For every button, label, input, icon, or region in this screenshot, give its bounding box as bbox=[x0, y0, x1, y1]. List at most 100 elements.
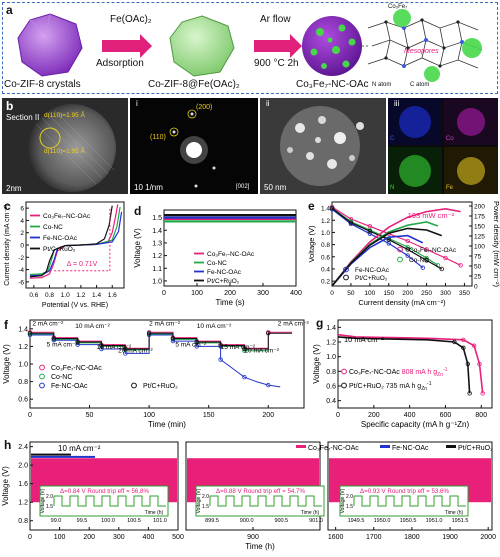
chart-h-xtick-label: 1900 bbox=[442, 534, 458, 541]
arrow-2-shape bbox=[254, 34, 302, 58]
map-c-label: C bbox=[390, 136, 395, 142]
chart-h-xtick-label: 200 bbox=[83, 534, 95, 541]
chart-e-voltage-point bbox=[439, 266, 444, 272]
chart-e-xtick-label: 200 bbox=[402, 290, 413, 297]
d-spacing-1: d(110)=1.95 Å bbox=[44, 112, 85, 119]
chart-c-xtick-label: 1.0 bbox=[61, 292, 70, 299]
panel-label-c: c bbox=[4, 199, 11, 213]
chart-g-legend-marker bbox=[341, 382, 347, 389]
chart-e-legend-marker bbox=[343, 266, 349, 273]
panel-label-f: f bbox=[4, 318, 8, 332]
chart-h-inset-xtick: 900.5 bbox=[274, 518, 288, 524]
chart-e-xtick-label: 50 bbox=[347, 290, 355, 297]
chart-e-ylabel: Voltage (V) bbox=[307, 225, 316, 263]
chart-f-rate-label: 10 mA cm⁻² bbox=[197, 323, 232, 330]
chart-h-inset-xtick: 99.5 bbox=[77, 518, 88, 524]
chart-e-ytick2-label: 150 bbox=[474, 224, 485, 231]
chart-h-legend-swatch bbox=[296, 445, 306, 448]
chart-f-point bbox=[51, 336, 57, 341]
chart-h-ytick-label: 1.2 bbox=[18, 500, 28, 507]
chart-h-xtick-label: 400 bbox=[143, 534, 155, 541]
haadf-scale-bar: 50 nm bbox=[264, 183, 287, 192]
chart-e-legend-label: Fe-NC-OAc bbox=[355, 267, 390, 274]
chart-h-inset-curve bbox=[209, 495, 322, 507]
chart-g-discharge: 0 200 400 600 800 0.4 0.6 0.8 1.0 1.2 1.4 Specific … bbox=[312, 319, 493, 429]
chart-e-voltage-point bbox=[367, 229, 373, 234]
chart-c-ytick-label: 6 bbox=[20, 206, 24, 213]
chart-h-inset-xtick: 99.0 bbox=[51, 518, 62, 524]
chart-h-ytick-label: 1.6 bbox=[18, 481, 28, 488]
chart-h-inset-ylabel: Voltage (V) bbox=[40, 488, 46, 513]
chart-f-rate-label: 2 mA cm⁻² bbox=[149, 320, 181, 327]
chart-h-inset-ytick: 1.5 bbox=[46, 504, 53, 510]
chart-e-legend-label: Co-NC bbox=[409, 257, 429, 264]
chart-f-point bbox=[123, 346, 128, 352]
panel-label-b: b bbox=[6, 99, 14, 113]
chart-f-point bbox=[146, 331, 152, 336]
chart-d-xtick-label: 400 bbox=[290, 290, 302, 297]
chart-e-ytick2-label: 100 bbox=[474, 244, 485, 251]
subpanel-iii-label: iii bbox=[394, 99, 400, 108]
panel-label-g: g bbox=[316, 316, 324, 330]
chart-h-inset-xlabel: Time (h) bbox=[301, 510, 320, 516]
chart-e-legend-label: Co₃Fe₇-NC-OAc bbox=[409, 247, 457, 254]
coated-crystal-label: Co-ZIF-8@Fe(OAc)₂ bbox=[148, 79, 240, 90]
chart-h-cycling: 0 100 200 300 400 500 900 1600 1700 1800 1900 2000 0… bbox=[1, 441, 496, 551]
chart-c-ytick-label: 2 bbox=[20, 230, 24, 237]
chart-f-point bbox=[218, 357, 223, 362]
chart-f-ytick-label: 0.8 bbox=[18, 379, 28, 386]
chart-g-xtick-label: 0 bbox=[336, 412, 340, 419]
chart-h-inset-curve bbox=[353, 495, 466, 507]
chart-f-legend-label: Fe-NC-OAc bbox=[51, 383, 88, 390]
chart-f-point bbox=[242, 375, 247, 380]
chart-f-xtick-label: 150 bbox=[203, 412, 215, 419]
chart-h-pt-band bbox=[31, 453, 71, 456]
chart-h-legend-swatch bbox=[380, 445, 390, 448]
chart-d-xtick-label: 0 bbox=[162, 290, 166, 297]
chart-e-ytick-label: 1.2 bbox=[321, 218, 330, 225]
chart-h-inset-frame bbox=[39, 485, 169, 517]
chart-e-voltage-point bbox=[424, 258, 429, 263]
chart-f-rate-label: 10 mA cm⁻² bbox=[75, 323, 110, 330]
chart-e-xlabel: Current density (mA cm⁻²) bbox=[358, 298, 446, 307]
chart-h-inset-xtick: 1951.5 bbox=[452, 518, 469, 524]
chart-d-xlabel: Time (s) bbox=[215, 298, 244, 307]
chart-h-segment-frame bbox=[327, 441, 493, 531]
eds-maps bbox=[388, 98, 498, 194]
chart-e-voltage-point bbox=[458, 263, 463, 268]
chart-h-inset-xtick: 1951.0 bbox=[426, 518, 443, 524]
chart-c-xtick-label: 0.8 bbox=[45, 292, 54, 299]
chart-e-legend-marker bbox=[343, 274, 349, 281]
panel-a-frame bbox=[2, 2, 498, 94]
chart-c-legend-label: Co-NC bbox=[43, 224, 63, 231]
chart-c-legend-label: Fe-NC-OAc bbox=[43, 235, 78, 242]
chart-d-ytick-label: 1.0 bbox=[152, 278, 162, 285]
chart-d-ytick-label: 1.4 bbox=[152, 228, 162, 235]
chart-c-legend-label: Pt/C+RuO₂ bbox=[43, 246, 76, 253]
chart-f-point bbox=[218, 343, 223, 348]
chart-f-point bbox=[194, 339, 199, 345]
chart-e-peak-label: 193 mW cm⁻² bbox=[408, 211, 455, 220]
chart-d-voltage-time: 0 100 200 300 400 1.0 1.1 1.2 1.3 1.4 1.5 Time (s) V… bbox=[133, 209, 302, 307]
chart-e-ytick-label: 0.2 bbox=[321, 279, 330, 286]
product-label: Co₃Fe₇-NC-OAc bbox=[296, 79, 369, 90]
chart-g-plot-frame bbox=[337, 319, 493, 409]
chart-g-ytick-label: 0.8 bbox=[326, 369, 336, 376]
chart-g-ytick-label: 1.2 bbox=[326, 340, 336, 347]
arrow-1-shape bbox=[102, 34, 152, 58]
chart-g-point bbox=[465, 361, 471, 367]
chart-g-point bbox=[461, 337, 466, 342]
zif8-crystals-label: Co-ZIF-8 crystals bbox=[4, 79, 81, 90]
chart-g-point bbox=[452, 339, 457, 345]
chart-f-legend-marker bbox=[39, 364, 45, 371]
chart-f-legend-label: Pt/C+RuO₂ bbox=[143, 383, 178, 390]
chart-e-voltage-point bbox=[329, 205, 335, 211]
zif8-crystal-shape bbox=[17, 13, 83, 77]
chart-f-xtick-label: 0 bbox=[28, 412, 32, 419]
chart-e-xtick-label: 300 bbox=[440, 290, 451, 297]
n-atom-label: N atom bbox=[372, 82, 392, 88]
arrow-1-top-label: Fe(OAc)₂ bbox=[110, 14, 152, 25]
chart-g-ylabel: Voltage (V) bbox=[312, 344, 321, 384]
chart-h-inset-xlabel: Time (h) bbox=[445, 510, 464, 516]
chart-f-ytick-label: 0.6 bbox=[18, 397, 28, 404]
